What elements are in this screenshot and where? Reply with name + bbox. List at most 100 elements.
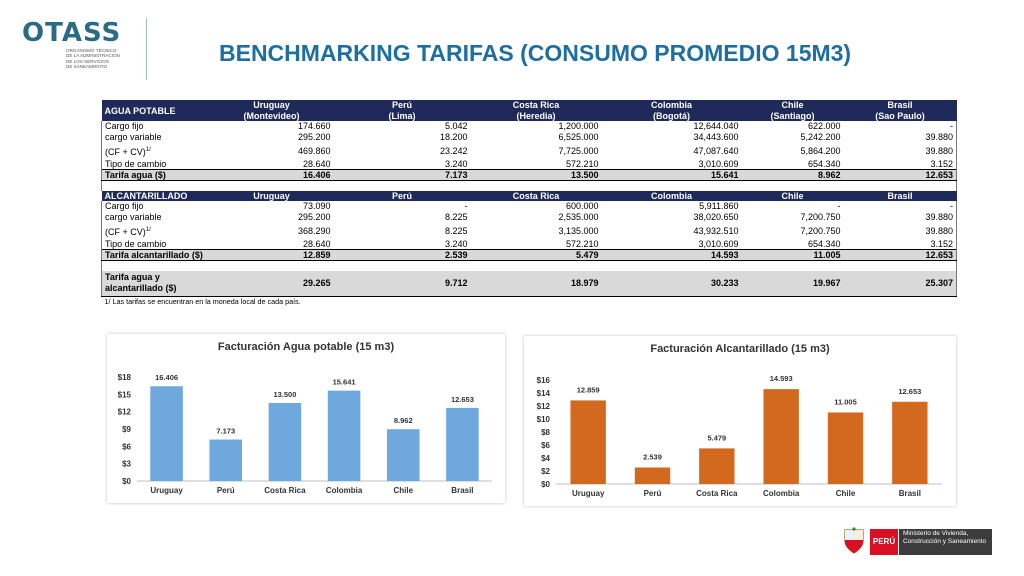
col-city: (Lima)	[333, 110, 471, 121]
x-tick-label: Costa Rica	[264, 486, 306, 495]
bar	[327, 390, 361, 481]
bar	[763, 389, 799, 484]
bar	[268, 403, 302, 481]
cell: 39.880	[843, 211, 957, 222]
cell: 9.712	[333, 270, 471, 297]
logo-subtitle: ORGANISMO TÉCNICO DE LA ADMINISTRACIÓN D…	[66, 48, 120, 70]
y-tick-label: $4	[541, 454, 550, 463]
cell: 13.500	[470, 169, 602, 181]
x-tick-label: Brasil	[451, 486, 473, 495]
col-country: Chile	[741, 190, 844, 201]
agua-header-row: AGUA POTABLE Uruguay Perú Costa Rica Col…	[101, 100, 957, 121]
bar	[827, 412, 864, 484]
footnote-row: 1/ Las tarifas se encuentran en la moned…	[102, 297, 957, 308]
cell: 7,725.000	[558, 145, 599, 156]
agua-section-label: AGUA POTABLE	[101, 100, 210, 121]
agua-chart: Facturación Agua potable (15 m3) $0 $3 $6 $…	[107, 334, 505, 503]
cell: 654.340	[807, 239, 841, 249]
table-row: cargo variable 295.200 18.200 6,525.000 …	[101, 131, 957, 142]
cell: 600.000	[565, 201, 599, 212]
cell: 3,010.609	[698, 239, 739, 249]
cell: 174.660	[297, 121, 331, 132]
alcantarillado-chart-plot: $0 $2 $4 $6 $8 $10 $12 $14 $16 12.859 Uruguay 2.539…	[537, 374, 942, 498]
y-tick-label: $10	[537, 415, 551, 424]
alcantarillado-chart: Facturación Alcantarillado (15 m3) $0 $2 $…	[524, 336, 956, 506]
cell: 47,087.640	[693, 145, 739, 156]
col-city: (Bogotá)	[601, 110, 742, 121]
table-row: Cargo fijo 73.090 - 600.000 5,911.860 - …	[101, 201, 957, 212]
table-row: Tipo de cambio 28.640 3.240 572.210 3,01…	[101, 159, 957, 170]
cell: 43,932.510	[693, 225, 739, 236]
cell: 28.640	[302, 239, 331, 249]
cell: 39.880	[843, 131, 957, 142]
cell: 12,644.040	[693, 121, 739, 132]
cell: 295.200	[297, 211, 331, 222]
tariff-table: AGUA POTABLE Uruguay Perú Costa Rica Col…	[101, 100, 957, 308]
cell: 7,200.750	[800, 225, 841, 236]
col-city: (Sao Paulo)	[843, 110, 957, 121]
cell: 5,911.860	[699, 201, 739, 212]
cell: 28.640	[302, 159, 331, 169]
x-tick-label: Perú	[217, 486, 235, 495]
cell: 5.479	[470, 249, 602, 261]
cell: 18.200	[439, 131, 468, 142]
row-label: Tipo de cambio	[101, 239, 210, 250]
row-label: (CF + CV)1/	[101, 142, 210, 159]
data-label: 11.005	[834, 397, 857, 406]
bar	[209, 439, 243, 481]
bar	[892, 401, 928, 484]
col-country: Brasil	[843, 100, 957, 111]
col-country: Uruguay	[209, 100, 334, 111]
otass-logo: OTASS ORGANISMO TÉCNICO DE LA ADMINISTRA…	[22, 20, 142, 70]
bar	[150, 386, 183, 481]
data-label: 13.500	[273, 390, 296, 399]
cell: 3.240	[444, 239, 468, 249]
col-country: Brasil	[843, 190, 957, 201]
cell: 622.000	[807, 121, 841, 132]
x-tick-label: Chile	[836, 489, 856, 498]
data-label: 2.539	[643, 452, 662, 461]
cell: 38,020.650	[693, 211, 739, 222]
alcantarillado-header-row: ALCANTARILLADO Uruguay Perú Costa Rica C…	[101, 190, 957, 201]
chart-title: Facturación Alcantarillado (15 m3)	[650, 343, 830, 355]
cell: 2.539	[333, 249, 471, 261]
row-label: Tipo de cambio	[101, 159, 210, 170]
y-tick-label: $12	[118, 408, 132, 417]
table-row: (CF + CV)1/ 368.290 8.225 3,135.000 43,9…	[101, 222, 957, 239]
y-tick-label: $18	[118, 373, 132, 382]
cell: 6,525.000	[558, 131, 599, 142]
cell: 572.210	[565, 239, 599, 249]
table-row: cargo variable 295.200 8.225 2,535.000 3…	[101, 211, 957, 222]
y-tick-label: $2	[541, 467, 550, 476]
y-tick-label: $6	[122, 442, 131, 451]
cell: 3.152	[843, 239, 957, 250]
row-label: Tarifa agua y alcantarillado ($)	[101, 270, 210, 297]
spacer-row	[101, 260, 957, 271]
cell: 29.265	[209, 270, 334, 297]
cell: 368.290	[297, 225, 331, 236]
row-label: cargo variable	[101, 211, 210, 222]
row-label: Cargo fijo	[101, 121, 210, 132]
cell: 19.967	[741, 270, 844, 297]
government-footer: PERÚ Ministerio de Vivienda, Construcció…	[842, 527, 992, 557]
x-tick-label: Colombia	[763, 489, 800, 498]
data-label: 14.593	[770, 374, 793, 383]
x-tick-label: Uruguay	[150, 486, 183, 495]
col-country: Chile	[741, 100, 844, 111]
combined-total-row: Tarifa agua y alcantarillado ($) 29.265 …	[101, 270, 957, 297]
cell: 654.340	[807, 159, 841, 169]
y-tick-label: $0	[541, 480, 550, 489]
row-label: Tarifa agua ($)	[101, 169, 210, 181]
data-label: 12.859	[577, 385, 600, 394]
data-label: 16.406	[155, 373, 178, 382]
cell: 2,535.000	[558, 211, 599, 222]
y-tick-label: $15	[118, 390, 132, 399]
col-country: Colombia	[601, 100, 742, 111]
data-label: 15.641	[333, 378, 356, 387]
y-tick-label: $9	[122, 425, 131, 434]
cell: 469.860	[297, 145, 331, 156]
alcantarillado-section-label: ALCANTARILLADO	[101, 190, 210, 201]
y-tick-label: $3	[122, 460, 131, 469]
data-label: 8.962	[394, 416, 413, 425]
cell: 7.173	[333, 169, 471, 181]
